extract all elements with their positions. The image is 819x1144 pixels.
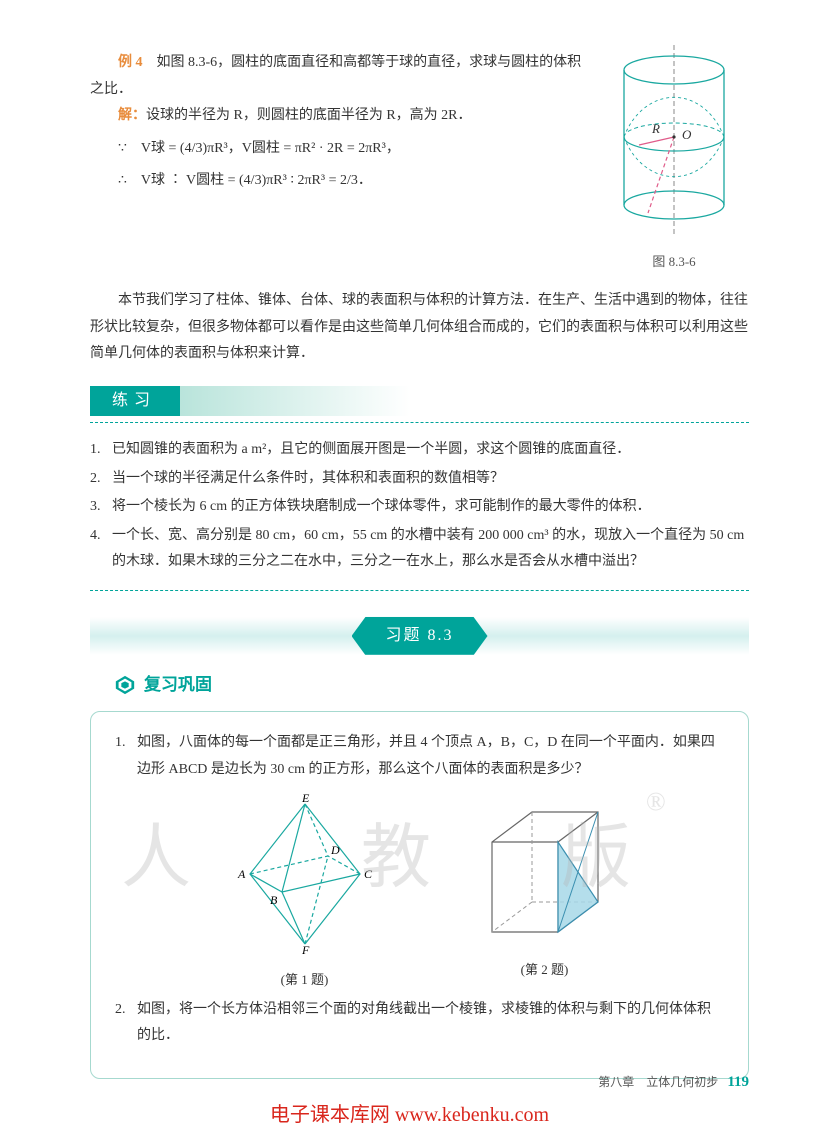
page: R O 图 8.3-6 例 4 如图 8.3-6，圆柱的底面直径和高都等于球的直… bbox=[0, 0, 819, 1144]
review-figures: E A D B C F (第 1 题) bbox=[115, 794, 724, 993]
cylinder-sphere-svg: R O bbox=[604, 45, 744, 235]
source-link: 电子课本库网 www.kebenku.com bbox=[0, 1096, 819, 1134]
svg-text:B: B bbox=[270, 893, 278, 907]
fig2-caption: (第 2 题) bbox=[470, 958, 620, 983]
source-text: 电子课本库网 bbox=[270, 1104, 395, 1126]
practice-item-2: 当一个球的半径满足什么条件时，其体积和表面积的数值相等？ bbox=[112, 466, 504, 493]
example-intro: 如图 8.3-6，圆柱的底面直径和高都等于球的直径，求球与圆柱的体积之比． bbox=[90, 55, 581, 97]
svg-text:F: F bbox=[301, 943, 310, 954]
practice-item-4: 一个长、宽、高分别是 80 cm，60 cm，55 cm 的水槽中装有 200 … bbox=[112, 523, 749, 576]
practice-num-3: 3. bbox=[90, 494, 112, 521]
review-q1-text: 如图，八面体的每一个面都是正三角形，并且 4 个顶点 A，B，C，D 在同一个平… bbox=[137, 730, 724, 783]
review-q2-num: 2. bbox=[115, 997, 137, 1050]
diamond-icon bbox=[114, 674, 136, 696]
practice-list: 1.已知圆锥的表面积为 a m²，且它的侧面展开图是一个半圆，求这个圆锥的底面直… bbox=[90, 437, 749, 576]
review-q1: 1. 如图，八面体的每一个面都是正三角形，并且 4 个顶点 A，B，C，D 在同… bbox=[115, 730, 724, 783]
answer-text: 设球的半径为 R，则圆柱的底面半径为 R，高为 2R． bbox=[146, 108, 472, 123]
fig1-caption: (第 1 题) bbox=[220, 968, 390, 993]
figure-8-3-6: R O 图 8.3-6 bbox=[599, 45, 749, 274]
figure-q1: E A D B C F (第 1 题) bbox=[220, 794, 390, 993]
svg-text:R: R bbox=[651, 121, 660, 136]
practice-num-4: 4. bbox=[90, 523, 112, 576]
xiti-title: 习题 8.3 bbox=[351, 617, 487, 655]
octahedron-svg: E A D B C F bbox=[220, 794, 390, 954]
dash-divider-1 bbox=[90, 422, 749, 423]
chapter-label: 第八章 立体几何初步 bbox=[598, 1075, 718, 1089]
example-label: 例 4 bbox=[118, 55, 143, 70]
review-q2: 2. 如图，将一个长方体沿相邻三个面的对角线截出一个棱锥，求棱锥的体积与剩下的几… bbox=[115, 997, 724, 1050]
dash-divider-2 bbox=[90, 590, 749, 591]
svg-text:O: O bbox=[682, 127, 692, 142]
practice-item-1: 已知圆锥的表面积为 a m²，且它的侧面展开图是一个半圆，求这个圆锥的底面直径． bbox=[112, 437, 630, 464]
review-q1-num: 1. bbox=[115, 730, 137, 783]
svg-text:D: D bbox=[330, 843, 340, 857]
summary-paragraph: 本节我们学习了柱体、锥体、台体、球的表面积与体积的计算方法．在生产、生活中遇到的… bbox=[90, 288, 749, 368]
review-heading-text: 复习巩固 bbox=[144, 669, 212, 701]
review-box: 人 教 版 ® 1. 如图，八面体的每一个面都是正三角形，并且 4 个顶点 A，… bbox=[90, 711, 749, 1079]
practice-num-2: 2. bbox=[90, 466, 112, 493]
cuboid-cut-svg bbox=[470, 794, 620, 944]
source-url: www.kebenku.com bbox=[395, 1104, 549, 1126]
figure-q2: (第 2 题) bbox=[470, 794, 620, 993]
practice-heading: 练习 bbox=[90, 386, 749, 416]
answer-label: 解： bbox=[118, 108, 146, 123]
figure-caption: 图 8.3-6 bbox=[599, 250, 749, 275]
practice-item-3: 将一个棱长为 6 cm 的正方体铁块磨制成一个球体零件，求可能制作的最大零件的体… bbox=[112, 494, 651, 521]
xiti-band: 习题 8.3 bbox=[90, 617, 749, 655]
review-q2-text: 如图，将一个长方体沿相邻三个面的对角线截出一个棱锥，求棱锥的体积与剩下的几何体体… bbox=[137, 997, 724, 1050]
svg-text:A: A bbox=[237, 867, 246, 881]
svg-text:C: C bbox=[364, 867, 373, 881]
page-footer: 第八章 立体几何初步 119 bbox=[598, 1068, 749, 1097]
page-number: 119 bbox=[727, 1074, 749, 1090]
review-heading: 复习巩固 bbox=[114, 669, 749, 701]
svg-text:E: E bbox=[301, 794, 310, 805]
practice-num-1: 1. bbox=[90, 437, 112, 464]
